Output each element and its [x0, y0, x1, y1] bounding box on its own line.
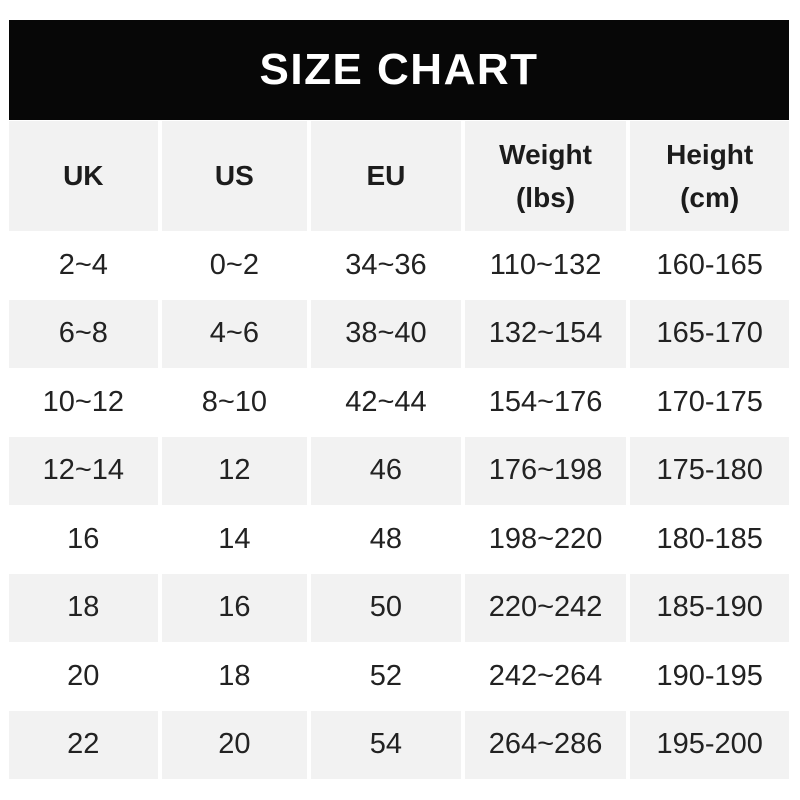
height-cell: 175-180 [630, 436, 789, 505]
size-table: UK US EU Weight (lbs) Height (cm) 2~4 0~… [9, 121, 789, 779]
column-header-us: US [161, 121, 308, 231]
weight-cell: 264~286 [464, 710, 627, 779]
uk-cell: 10~12 [9, 368, 158, 437]
us-cell: 20 [161, 710, 308, 779]
column-header-weight: Weight (lbs) [464, 121, 627, 231]
eu-cell: 48 [311, 505, 461, 574]
uk-cell: 22 [9, 710, 158, 779]
eu-cell: 38~40 [311, 299, 461, 368]
height-cell: 160-165 [630, 231, 789, 300]
eu-cell: 42~44 [311, 368, 461, 437]
weight-cell: 110~132 [464, 231, 627, 300]
us-cell: 12 [161, 436, 308, 505]
weight-cell: 220~242 [464, 573, 627, 642]
eu-cell: 46 [311, 436, 461, 505]
height-cell: 185-190 [630, 573, 789, 642]
column-header-uk: UK [9, 121, 158, 231]
column-header-eu: EU [311, 121, 461, 231]
weight-cell: 176~198 [464, 436, 627, 505]
height-cell: 170-175 [630, 368, 789, 437]
page-title: SIZE CHART [259, 45, 539, 94]
weight-cell: 132~154 [464, 299, 627, 368]
size-chart-banner: SIZE CHART [9, 20, 789, 120]
weight-cell: 198~220 [464, 505, 627, 574]
weight-cell: 242~264 [464, 642, 627, 711]
us-cell: 4~6 [161, 299, 308, 368]
uk-cell: 18 [9, 573, 158, 642]
column-header-height: Height (cm) [630, 121, 789, 231]
height-cell: 190-195 [630, 642, 789, 711]
us-cell: 0~2 [161, 231, 308, 300]
eu-cell: 54 [311, 710, 461, 779]
uk-cell: 12~14 [9, 436, 158, 505]
uk-cell: 16 [9, 505, 158, 574]
us-cell: 8~10 [161, 368, 308, 437]
uk-cell: 6~8 [9, 299, 158, 368]
us-cell: 16 [161, 573, 308, 642]
us-cell: 18 [161, 642, 308, 711]
height-cell: 180-185 [630, 505, 789, 574]
height-cell: 165-170 [630, 299, 789, 368]
height-cell: 195-200 [630, 710, 789, 779]
uk-cell: 2~4 [9, 231, 158, 300]
eu-cell: 34~36 [311, 231, 461, 300]
weight-cell: 154~176 [464, 368, 627, 437]
eu-cell: 50 [311, 573, 461, 642]
eu-cell: 52 [311, 642, 461, 711]
us-cell: 14 [161, 505, 308, 574]
uk-cell: 20 [9, 642, 158, 711]
